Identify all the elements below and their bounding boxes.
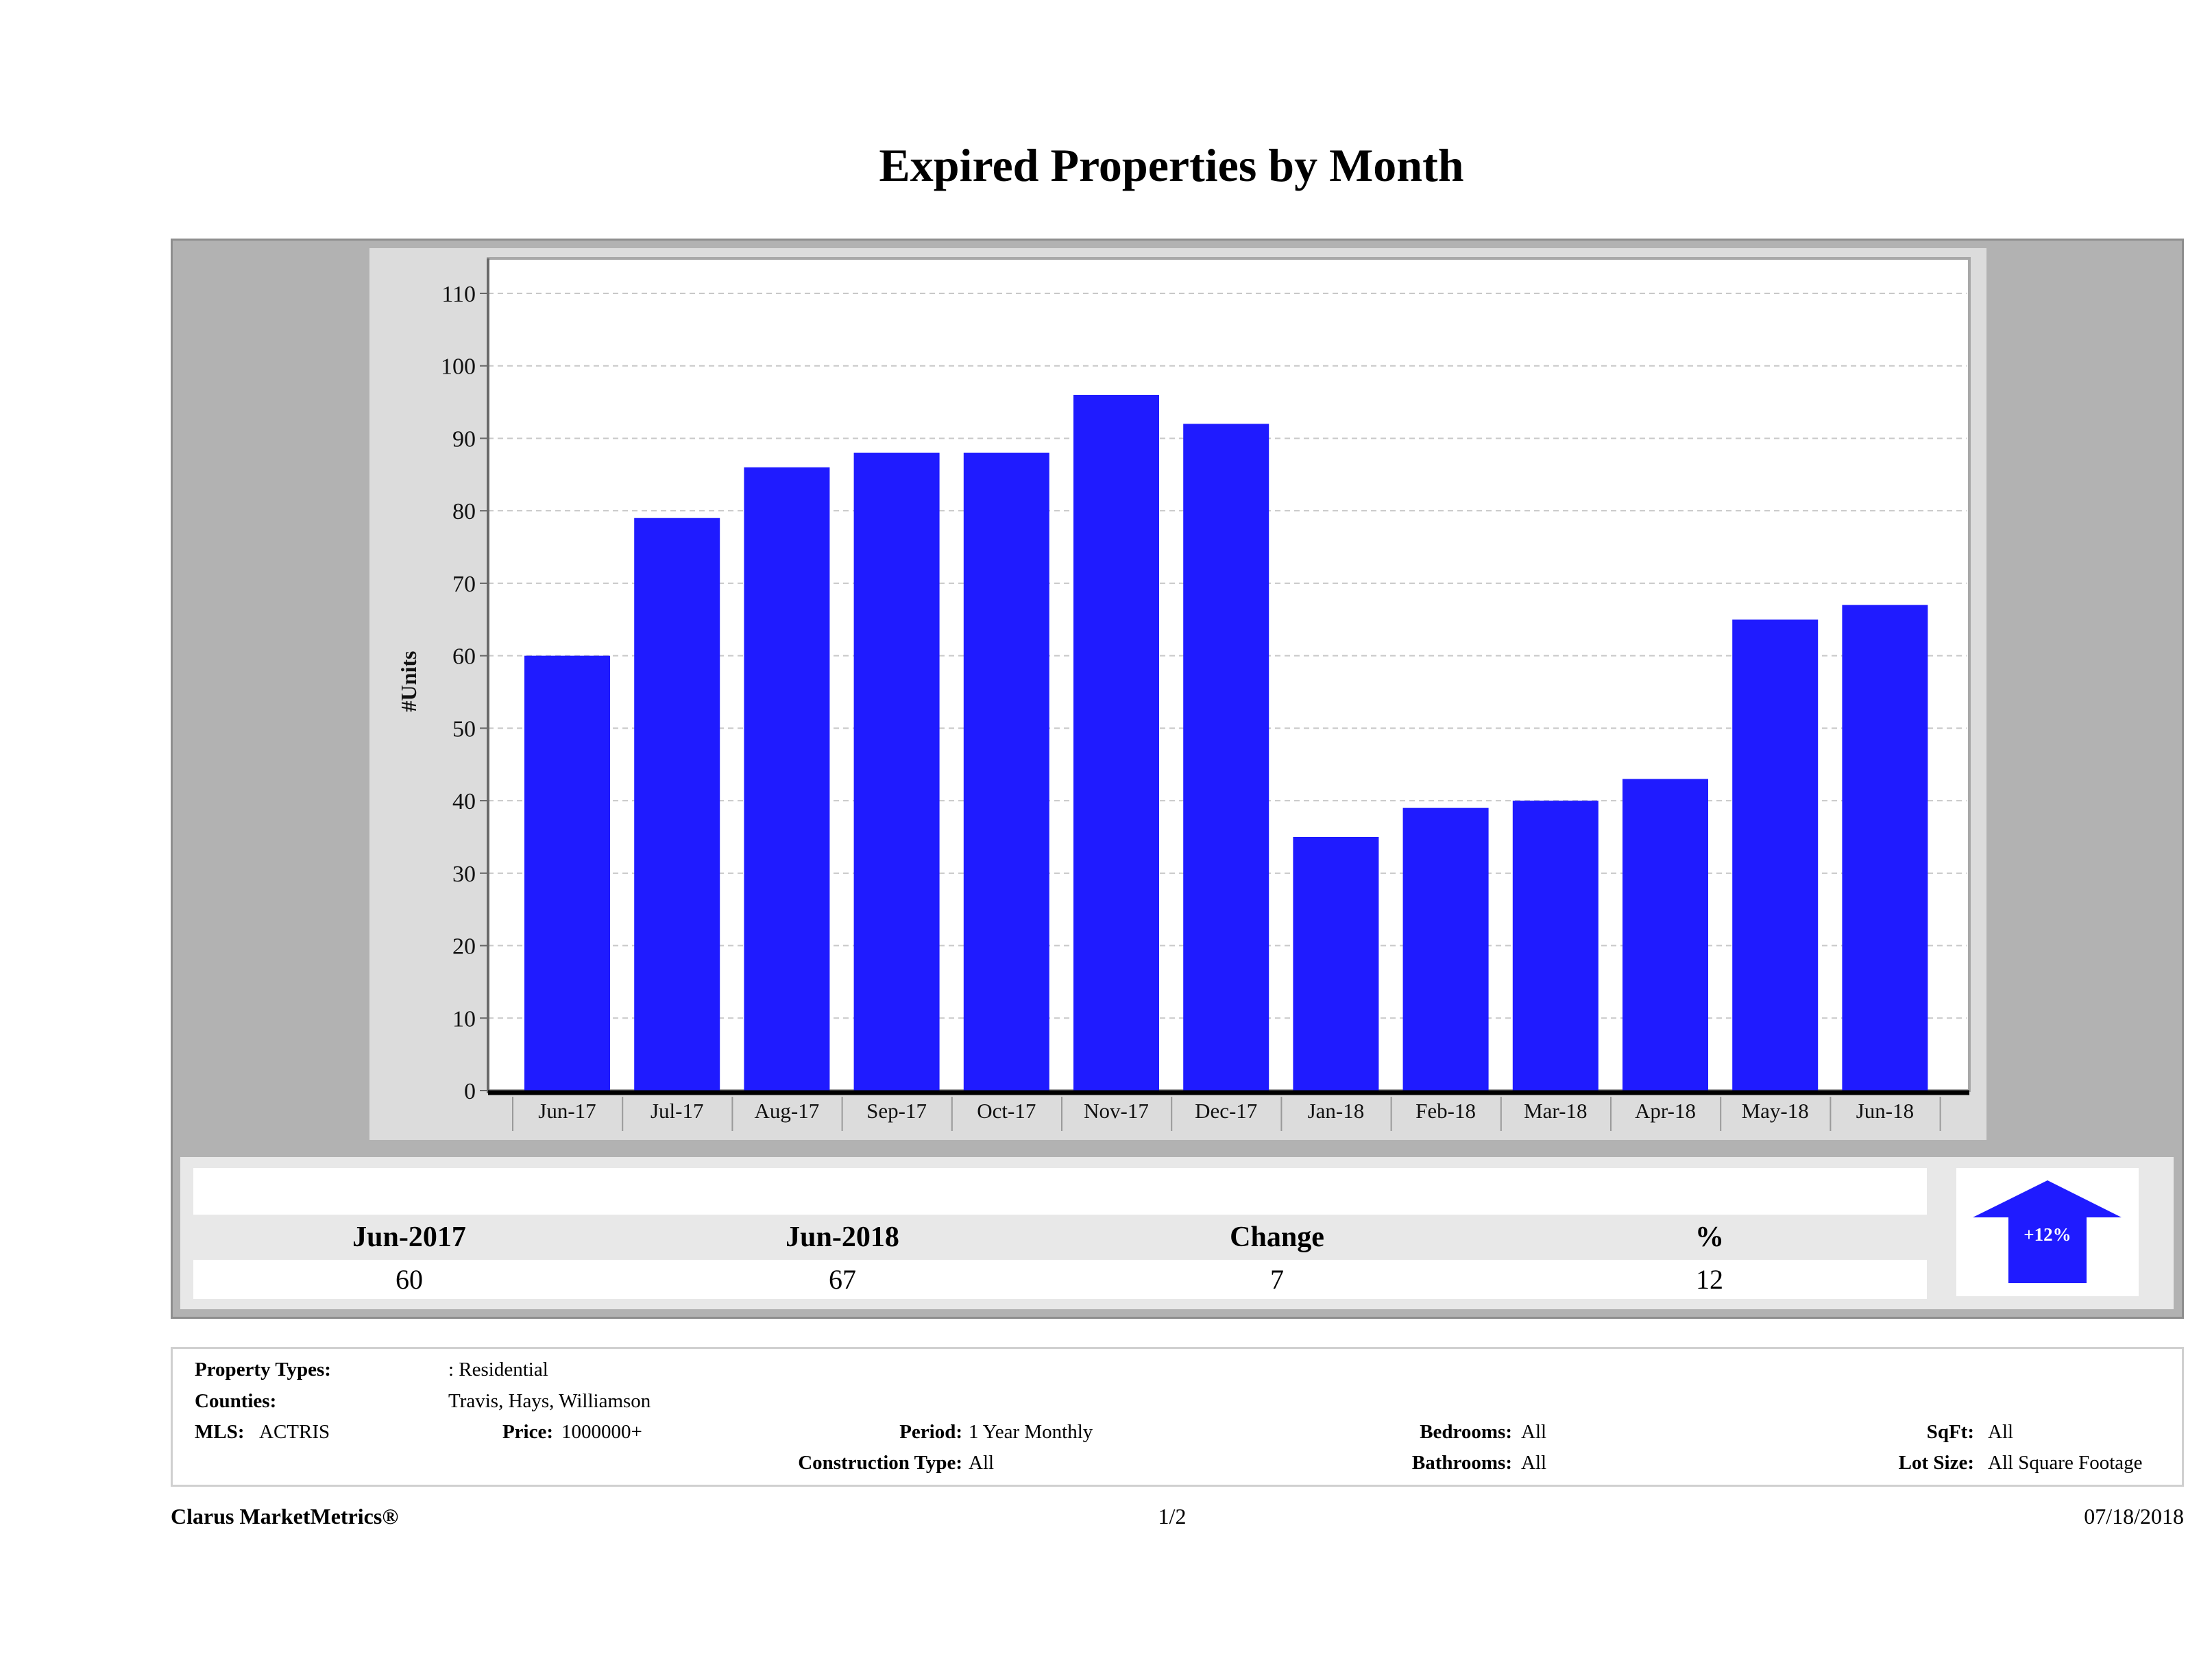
property-types-value: : Residential: [448, 1359, 548, 1381]
x-tick-labels: Jun-17 Jul-17 Aug-17 Sep-17 Oct-17 Nov-17 Dec-…: [538, 1099, 1914, 1123]
report-date: 07/18/2018: [2084, 1504, 2184, 1529]
counties-label: Counties:: [195, 1390, 277, 1412]
y-tick-label: 70: [452, 572, 476, 597]
summary-header-row: [193, 1215, 1927, 1260]
bedrooms-label: Bedrooms:: [1420, 1421, 1512, 1443]
bar: [1512, 801, 1599, 1091]
bar: [1073, 395, 1159, 1091]
period-value: 1 Year Monthly: [969, 1421, 1093, 1443]
bar: [744, 467, 830, 1091]
bedrooms-value: All: [1521, 1421, 1547, 1443]
summary-header-percent: %: [1695, 1221, 1724, 1253]
summary-header-start: Jun-2017: [352, 1221, 466, 1253]
price-value: 1000000+: [561, 1421, 642, 1443]
x-tick-label: Jun-18: [1856, 1099, 1914, 1123]
bar: [524, 655, 610, 1091]
y-tick-label: 110: [441, 282, 476, 307]
bar: [1622, 779, 1708, 1091]
page-number: 1/2: [1158, 1504, 1187, 1529]
lot-size-value: All Square Footage: [1988, 1452, 2143, 1474]
property-types-label: Property Types:: [195, 1359, 331, 1381]
y-tick-label: 30: [452, 862, 476, 887]
x-tick-label: Jun-17: [538, 1099, 596, 1123]
x-tick-label: Apr-18: [1635, 1099, 1696, 1123]
y-tick-label: 60: [452, 644, 476, 670]
y-tick-label: 0: [464, 1079, 476, 1104]
bar: [634, 518, 720, 1091]
x-tick-label: Feb-18: [1415, 1099, 1476, 1123]
bars: [524, 395, 1928, 1091]
summary-header-change: Change: [1230, 1221, 1324, 1253]
y-tick-label: 50: [452, 716, 476, 742]
bar: [1183, 424, 1269, 1091]
counties-value: Travis, Hays, Williamson: [448, 1390, 651, 1412]
sqft-value: All: [1988, 1421, 2014, 1443]
bathrooms-label: Bathrooms:: [1411, 1452, 1512, 1474]
x-tick-label: Mar-18: [1524, 1099, 1587, 1123]
y-tick-label: 10: [452, 1006, 476, 1032]
trend-label: +12%: [2023, 1224, 2071, 1245]
mls-label: MLS:: [195, 1421, 245, 1443]
x-tick-label: Jul-17: [651, 1099, 704, 1123]
sqft-label: SqFt:: [1926, 1421, 1974, 1443]
lot-size-label: Lot Size:: [1898, 1452, 1974, 1474]
bar: [1402, 807, 1489, 1091]
summary-header-end: Jun-2018: [786, 1221, 899, 1253]
x-tick-label: Oct-17: [977, 1099, 1036, 1123]
y-tick-label: 20: [452, 934, 476, 960]
brand-name: Clarus MarketMetrics®: [171, 1504, 399, 1529]
bar: [1293, 836, 1379, 1091]
y-tick-label: 100: [441, 354, 476, 380]
y-tick-label: 90: [452, 426, 476, 452]
x-tick-label: Jan-18: [1308, 1099, 1365, 1123]
bar: [1842, 605, 1928, 1091]
x-tick-label: Nov-17: [1084, 1099, 1149, 1123]
price-label: Price:: [502, 1421, 553, 1443]
summary-value-row: [193, 1260, 1927, 1299]
x-tick-label: Sep-17: [866, 1099, 927, 1123]
summary-value-percent: 12: [1696, 1264, 1723, 1295]
construction-type-label: Construction Type:: [798, 1452, 962, 1474]
summary-value-end: 67: [829, 1264, 856, 1295]
trend-indicator: +12%: [1956, 1168, 2139, 1296]
period-label: Period:: [899, 1421, 962, 1443]
y-tick-label: 80: [452, 499, 476, 524]
search-criteria-box: [171, 1347, 2184, 1487]
axes: [480, 258, 1969, 1131]
chart-title: Expired Properties by Month: [879, 139, 1464, 191]
y-tick-label: 40: [452, 789, 476, 814]
bar: [853, 452, 940, 1091]
bathrooms-value: All: [1521, 1452, 1547, 1474]
bar: [963, 452, 1049, 1091]
construction-type-value: All: [969, 1452, 995, 1474]
x-tick-label: Aug-17: [755, 1099, 820, 1123]
mls-value: ACTRIS: [259, 1421, 330, 1443]
summary-value-start: 60: [396, 1264, 423, 1295]
bar: [1732, 619, 1819, 1091]
y-tick-labels: 0 10 20 30 40 50 60 70 80 90 100 110: [441, 282, 476, 1104]
summary-value-change: 7: [1270, 1264, 1284, 1295]
x-tick-label: May-18: [1742, 1099, 1809, 1123]
x-tick-label: Dec-17: [1195, 1099, 1257, 1123]
summary-empty-row: [193, 1168, 1927, 1215]
y-axis-label: #Units: [396, 651, 421, 712]
up-arrow-icon: +12%: [1973, 1180, 2122, 1283]
